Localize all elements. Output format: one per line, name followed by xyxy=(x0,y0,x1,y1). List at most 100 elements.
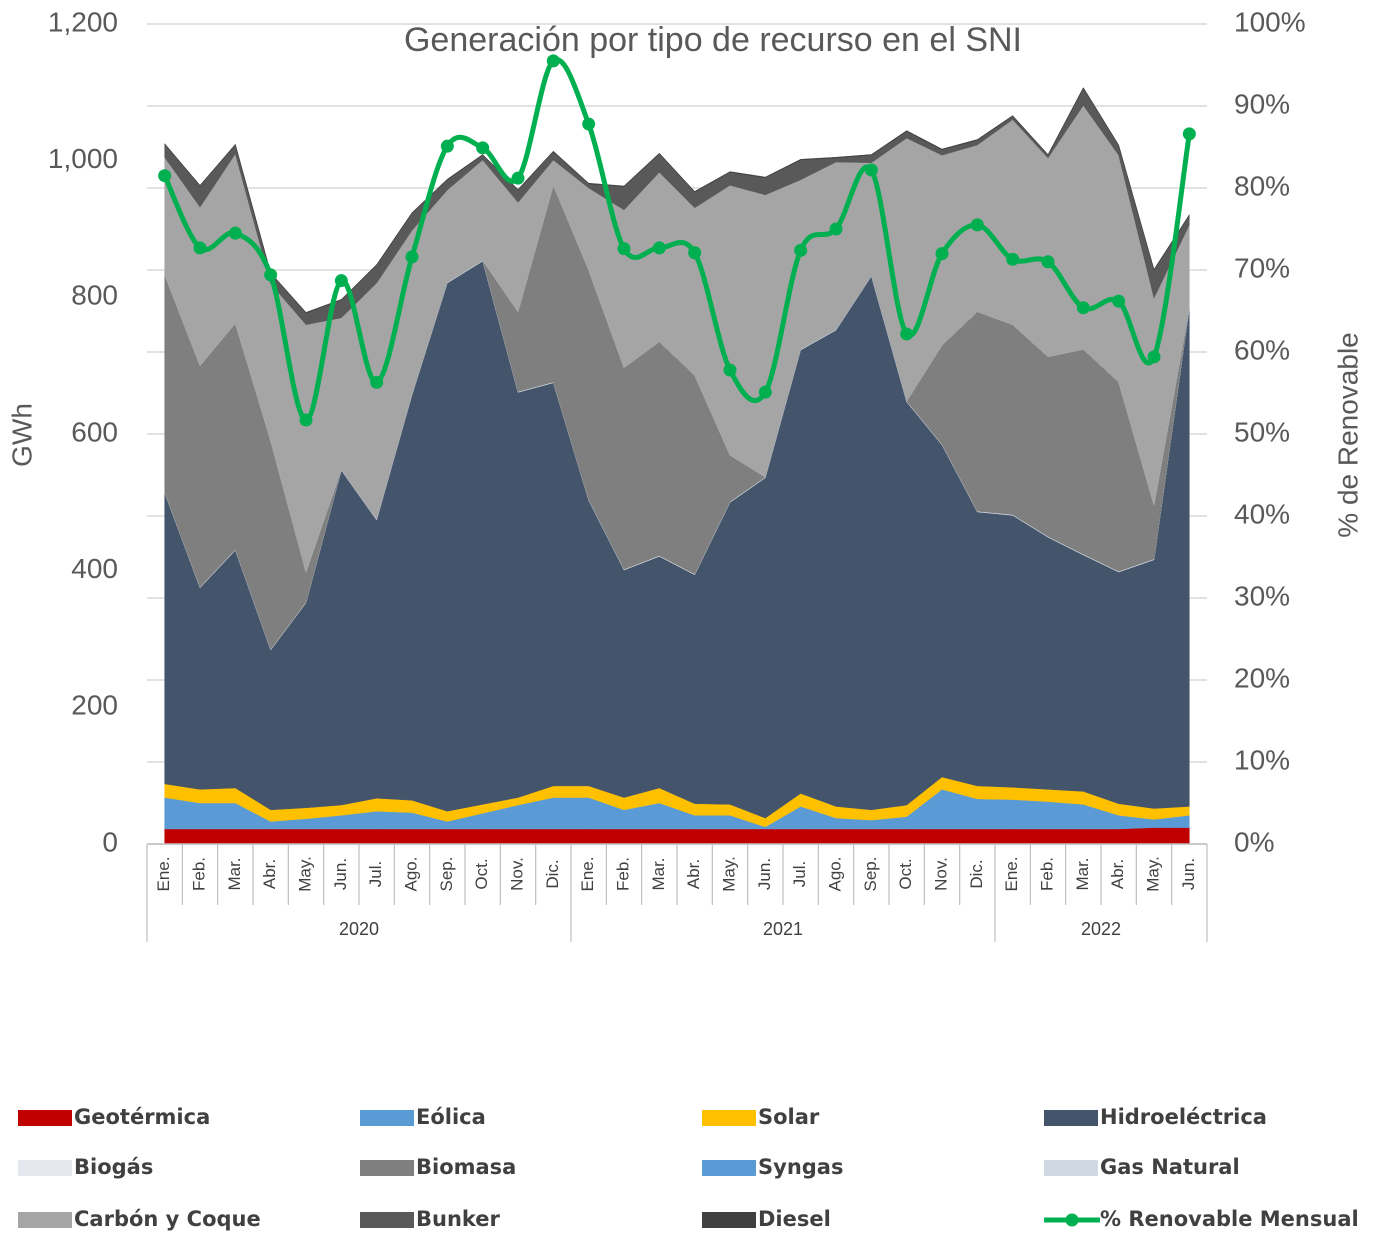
line-marker xyxy=(229,227,242,240)
line-marker xyxy=(971,218,984,231)
line-marker xyxy=(653,241,666,254)
line-marker xyxy=(158,169,171,182)
legend-label: Biomasa xyxy=(416,1155,516,1179)
line-marker xyxy=(194,241,207,254)
y-tick-label: 400 xyxy=(71,553,118,584)
x-tick-label: Jun. xyxy=(1179,858,1198,890)
y2-tick-label: 100% xyxy=(1234,6,1306,37)
x-group-label: 2020 xyxy=(339,919,379,939)
x-tick-label: Sep. xyxy=(437,857,456,892)
y2-tick-label: 30% xyxy=(1234,580,1290,611)
x-tick-label: Jul. xyxy=(366,861,385,887)
legend-label: Bunker xyxy=(416,1207,501,1231)
x-tick-label: Jul. xyxy=(790,861,809,887)
y-tick-label: 0 xyxy=(102,826,118,857)
x-tick-label: Jun. xyxy=(331,858,350,890)
x-tick-label: Ago. xyxy=(401,857,420,892)
y-tick-label: 200 xyxy=(71,690,118,721)
x-tick-label: Mar. xyxy=(649,857,668,890)
line-marker xyxy=(1183,127,1196,140)
line-marker xyxy=(406,250,419,263)
legend-swatch xyxy=(18,1160,72,1176)
legend-swatch xyxy=(702,1212,756,1228)
x-tick-label: Sep. xyxy=(861,857,880,892)
y-tick-label: 800 xyxy=(71,280,118,311)
y-tick-label: 1,000 xyxy=(48,143,118,174)
line-marker xyxy=(547,54,560,67)
x-tick-label: Dic. xyxy=(543,859,562,888)
line-marker xyxy=(724,364,737,377)
x-group-label: 2021 xyxy=(763,919,803,939)
line-marker xyxy=(830,223,843,236)
chart: Generación por tipo de recurso en el SNI… xyxy=(0,0,1380,1236)
y2-tick-label: 0% xyxy=(1234,826,1274,857)
x-tick-label: Abr. xyxy=(684,859,703,889)
area xyxy=(165,828,1190,844)
line-marker xyxy=(476,141,489,154)
x-tick-label: Abr. xyxy=(260,859,279,889)
x-group-label: 2022 xyxy=(1081,919,1121,939)
x-tick-label: Mar. xyxy=(1073,857,1092,890)
line-marker xyxy=(1112,295,1125,308)
legend-swatch xyxy=(18,1212,72,1228)
y-tick-label: 1,200 xyxy=(48,6,118,37)
legend-label: Gas Natural xyxy=(1100,1155,1240,1179)
y2-tick-label: 80% xyxy=(1234,170,1290,201)
legend-swatch xyxy=(360,1212,414,1228)
line-marker xyxy=(618,242,631,255)
line-marker xyxy=(335,274,348,287)
x-tick-label: Feb. xyxy=(189,857,208,891)
line-marker xyxy=(1148,350,1161,363)
line-marker xyxy=(865,163,878,176)
x-tick-label: Ago. xyxy=(825,857,844,892)
line-marker xyxy=(1006,253,1019,266)
y2-tick-label: 20% xyxy=(1234,662,1290,693)
x-tick-label: Nov. xyxy=(931,857,950,891)
legend-swatch xyxy=(360,1110,414,1126)
legend-label: % Renovable Mensual xyxy=(1100,1207,1359,1231)
legend-swatch xyxy=(1044,1110,1098,1126)
legend-swatch xyxy=(702,1160,756,1176)
legend-swatch xyxy=(18,1110,72,1126)
y-axis-title: GWh xyxy=(6,403,37,467)
x-tick-label: Abr. xyxy=(1108,859,1127,889)
legend-label: Hidroeléctrica xyxy=(1100,1105,1267,1129)
x-tick-label: Ene. xyxy=(1002,857,1021,892)
x-tick-label: Nov. xyxy=(507,857,526,891)
chart-title: Generación por tipo de recurso en el SNI xyxy=(404,21,1022,59)
x-tick-label: Dic. xyxy=(967,859,986,888)
x-tick-label: May. xyxy=(295,856,314,892)
legend-label: Syngas xyxy=(758,1155,843,1179)
line-marker xyxy=(300,414,313,427)
legend-swatch xyxy=(1044,1160,1098,1176)
legend-label: Biogás xyxy=(74,1155,153,1179)
line-marker xyxy=(264,268,277,281)
x-tick-label: Oct. xyxy=(472,858,491,889)
legend-label: Geotérmica xyxy=(74,1105,210,1129)
legend-swatch xyxy=(702,1110,756,1126)
x-tick-label: Ene. xyxy=(154,857,173,892)
x-tick-label: Mar. xyxy=(225,857,244,890)
line-marker xyxy=(794,244,807,257)
line-marker xyxy=(1077,301,1090,314)
y2-axis-title: % de Renovable xyxy=(1332,332,1363,537)
line-marker xyxy=(441,140,454,153)
y2-tick-label: 50% xyxy=(1234,416,1290,447)
x-tick-label: May. xyxy=(1143,856,1162,892)
x-tick-label: Feb. xyxy=(1037,857,1056,891)
y2-tick-label: 70% xyxy=(1234,252,1290,283)
line-marker xyxy=(936,247,949,260)
line-marker xyxy=(759,386,772,399)
line-marker xyxy=(900,327,913,340)
legend-label: Solar xyxy=(758,1105,820,1129)
x-tick-label: Feb. xyxy=(613,857,632,891)
line-marker xyxy=(512,172,525,185)
legend-label: Carbón y Coque xyxy=(74,1207,261,1231)
y2-tick-label: 10% xyxy=(1234,744,1290,775)
y2-tick-label: 40% xyxy=(1234,498,1290,529)
line-marker xyxy=(1042,255,1055,268)
line-marker xyxy=(688,246,701,259)
legend-label: Eólica xyxy=(416,1105,486,1129)
x-tick-label: Jun. xyxy=(755,858,774,890)
x-tick-label: Oct. xyxy=(896,858,915,889)
